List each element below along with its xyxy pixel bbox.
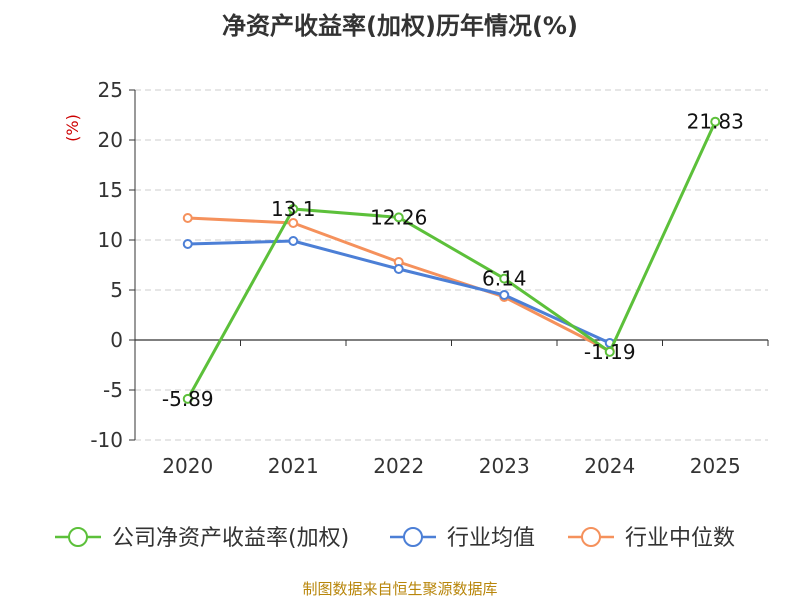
x-tick-label: 2020 bbox=[162, 454, 213, 478]
legend-label: 行业均值 bbox=[447, 526, 535, 551]
data-point bbox=[710, 116, 721, 127]
data-point bbox=[182, 239, 193, 249]
y-tick-label: 10 bbox=[98, 228, 123, 252]
series-line bbox=[186, 121, 717, 400]
data-point bbox=[499, 290, 510, 300]
data-point bbox=[288, 218, 299, 228]
legend-label: 公司净资产收益率(加权) bbox=[112, 526, 349, 551]
data-point bbox=[393, 212, 404, 223]
chart-title: 净资产收益率(加权)历年情况(%) bbox=[222, 12, 578, 40]
y-tick-label: 20 bbox=[98, 128, 123, 152]
y-tick-label: 15 bbox=[98, 178, 123, 202]
x-tick-label: 2025 bbox=[690, 454, 741, 478]
y-tick-label: 0 bbox=[110, 328, 123, 352]
legend-marker bbox=[68, 527, 88, 547]
data-point bbox=[182, 213, 193, 223]
data-point bbox=[182, 393, 193, 404]
data-label: -1.19 bbox=[584, 340, 636, 364]
x-tick-label: 2022 bbox=[373, 454, 424, 478]
x-tick-label: 2024 bbox=[584, 454, 635, 478]
data-point bbox=[604, 346, 615, 357]
x-tick-label: 2023 bbox=[479, 454, 530, 478]
legend-marker bbox=[581, 527, 601, 547]
legend-label: 行业中位数 bbox=[625, 526, 735, 551]
legend-marker bbox=[403, 527, 423, 547]
y-axis-title: (%) bbox=[63, 114, 82, 142]
data-point bbox=[393, 264, 404, 274]
y-tick-label: -10 bbox=[90, 428, 123, 452]
y-tick-label: 25 bbox=[98, 78, 123, 102]
source-note: 制图数据来自恒生聚源数据库 bbox=[302, 580, 498, 598]
series-line bbox=[187, 239, 611, 345]
y-tick-label: -5 bbox=[103, 378, 123, 402]
data-point bbox=[288, 204, 299, 214]
data-label: 21.83 bbox=[687, 110, 744, 134]
data-point bbox=[499, 273, 510, 284]
x-tick-label: 2021 bbox=[268, 454, 319, 478]
data-label: 12.26 bbox=[370, 205, 427, 229]
y-tick-label: 5 bbox=[110, 278, 123, 302]
data-point bbox=[288, 236, 299, 246]
data-label: 6.14 bbox=[482, 267, 527, 291]
data-label: 13.1 bbox=[271, 197, 316, 221]
data-label: -5.89 bbox=[162, 387, 214, 411]
